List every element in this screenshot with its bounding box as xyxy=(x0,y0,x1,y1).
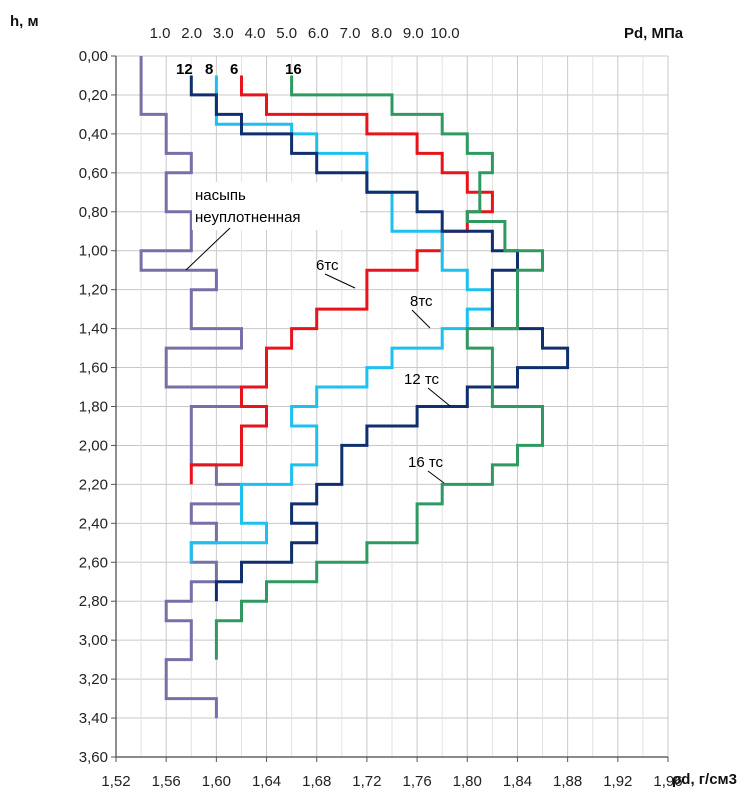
fill-label-leader xyxy=(185,227,231,271)
series-line-6тс xyxy=(189,75,494,485)
x-tick-label: 1,76 xyxy=(402,773,431,790)
x-top-tick-label: 6.0 xyxy=(308,25,329,42)
series-line-8тс xyxy=(189,75,494,563)
fill-label-background xyxy=(192,182,360,230)
fill-label-line1: насыпь xyxy=(195,187,246,204)
y-tick-label: 2,40 xyxy=(79,515,108,532)
y-tick-label: 3,40 xyxy=(79,710,108,727)
x-tick-label: 1,64 xyxy=(252,773,281,790)
x-tick-label: 1,88 xyxy=(553,773,582,790)
top-label-6: 6 xyxy=(230,61,238,78)
x-top-tick-label: 9.0 xyxy=(403,25,424,42)
y-tick-label: 2,00 xyxy=(79,437,108,454)
x-tick-label: 1,72 xyxy=(352,773,381,790)
x-top-tick-label: 10.0 xyxy=(430,25,459,42)
y-axis-ticks: 0,00 0,20 0,40 0,60 0,80 1,00 1,20 1,40 1,60 1,80… xyxy=(79,48,116,766)
label-8tc-leader xyxy=(411,309,431,329)
x-top-tick-label: 7.0 xyxy=(340,25,361,42)
series-lines xyxy=(139,56,570,719)
x-tick-label: 1,84 xyxy=(503,773,532,790)
y-tick-label: 0,60 xyxy=(79,165,108,182)
label-12tc: 12 тс xyxy=(404,371,440,388)
y-tick-label: 0,40 xyxy=(79,126,108,143)
label-8tc: 8тс xyxy=(410,293,433,310)
x-top-tick-label: 2.0 xyxy=(181,25,202,42)
y-tick-label: 1,20 xyxy=(79,282,108,299)
x-tick-label: 1,68 xyxy=(302,773,331,790)
x-tick-label: 1,52 xyxy=(101,773,130,790)
y-tick-label: 1,60 xyxy=(79,360,108,377)
x-tick-label: 1,80 xyxy=(453,773,482,790)
series-line-насыпь-неуплотненная xyxy=(139,56,243,719)
y-tick-label: 2,80 xyxy=(79,593,108,610)
series-line-12тс xyxy=(189,75,570,602)
y-tick-label: 3,60 xyxy=(79,749,108,766)
x-tick-label: 1,92 xyxy=(603,773,632,790)
x-tick-label: 1,60 xyxy=(202,773,231,790)
top-label-8: 8 xyxy=(205,61,213,78)
y-tick-label: 3,00 xyxy=(79,632,108,649)
x-top-tick-label: 5.0 xyxy=(276,25,297,42)
x-bottom-axis-ticks: 1,52 1,56 1,60 1,64 1,68 1,72 1,76 1,80 1,84 1,88… xyxy=(101,757,683,790)
y-tick-label: 1,40 xyxy=(79,321,108,338)
x-top-axis-ticks: 1.0 2.0 3.0 4.0 5.0 6.0 7.0 8.0 9.0 10.0 xyxy=(150,25,460,42)
y-tick-label: 2,60 xyxy=(79,554,108,571)
y-axis-title: h, м xyxy=(10,13,39,30)
x-top-tick-label: 8.0 xyxy=(371,25,392,42)
label-12tc-leader xyxy=(427,387,451,407)
y-tick-label: 1,80 xyxy=(79,399,108,416)
label-6tc-leader xyxy=(324,273,356,289)
y-tick-label: 1,00 xyxy=(79,243,108,260)
fill-label-line2: неуплотненная xyxy=(195,209,301,226)
series-line-16тс xyxy=(214,75,544,660)
x-bottom-axis-title: ρd, г/см3 xyxy=(672,771,737,788)
x-tick-label: 1,96 xyxy=(653,773,682,790)
label-16tc: 16 тс xyxy=(408,454,444,471)
y-tick-label: 2,20 xyxy=(79,476,108,493)
grid xyxy=(115,55,669,758)
x-top-tick-label: 1.0 xyxy=(150,25,171,42)
x-top-tick-label: 4.0 xyxy=(245,25,266,42)
x-top-tick-label: 3.0 xyxy=(213,25,234,42)
top-label-16: 16 xyxy=(285,61,302,78)
y-tick-label: 0,80 xyxy=(79,204,108,221)
y-tick-label: 0,20 xyxy=(79,87,108,104)
label-6tc: 6тс xyxy=(316,257,339,274)
y-tick-label: 3,20 xyxy=(79,671,108,688)
y-tick-label: 0,00 xyxy=(79,48,108,65)
x-tick-label: 1,56 xyxy=(152,773,181,790)
top-label-12: 12 xyxy=(176,61,193,78)
x-top-axis-title: Pd, МПа xyxy=(624,25,684,42)
label-16tc-leader xyxy=(427,470,445,484)
